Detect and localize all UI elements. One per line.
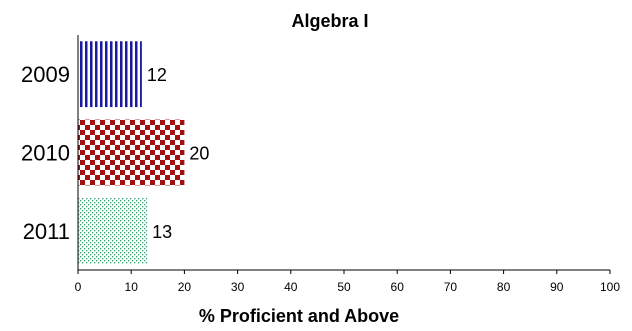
- x-tick-label-0: 0: [75, 280, 82, 294]
- x-tick-label-20: 20: [178, 280, 192, 294]
- x-tick-label-30: 30: [231, 280, 245, 294]
- category-label-2009: 2009: [21, 62, 70, 87]
- x-tick-label-10: 10: [125, 280, 139, 294]
- category-label-2010: 2010: [21, 141, 70, 166]
- bar-2011: [78, 197, 148, 264]
- bar-2010: [78, 119, 185, 186]
- x-tick-label-90: 90: [550, 280, 564, 294]
- data-label-2011: 13: [152, 222, 172, 242]
- data-label-2010: 20: [189, 144, 209, 164]
- x-tick-label-50: 50: [337, 280, 351, 294]
- x-tick-label-80: 80: [497, 280, 511, 294]
- category-label-2011: 2011: [23, 219, 70, 244]
- bars-layer: 2009 12 2010 20 2011 13: [21, 41, 209, 264]
- data-label-2009: 12: [147, 65, 167, 85]
- axes-layer: 0 10 20 30 40 50 60 70 80 90 100: [75, 35, 620, 294]
- x-tick-label-100: 100: [600, 280, 620, 294]
- chart-title: Algebra I: [291, 11, 368, 31]
- bar-2009: [78, 41, 142, 108]
- x-tick-label-40: 40: [284, 280, 298, 294]
- x-tick-label-60: 60: [391, 280, 405, 294]
- x-axis-title: % Proficient and Above: [199, 306, 399, 326]
- x-tick-label-70: 70: [444, 280, 458, 294]
